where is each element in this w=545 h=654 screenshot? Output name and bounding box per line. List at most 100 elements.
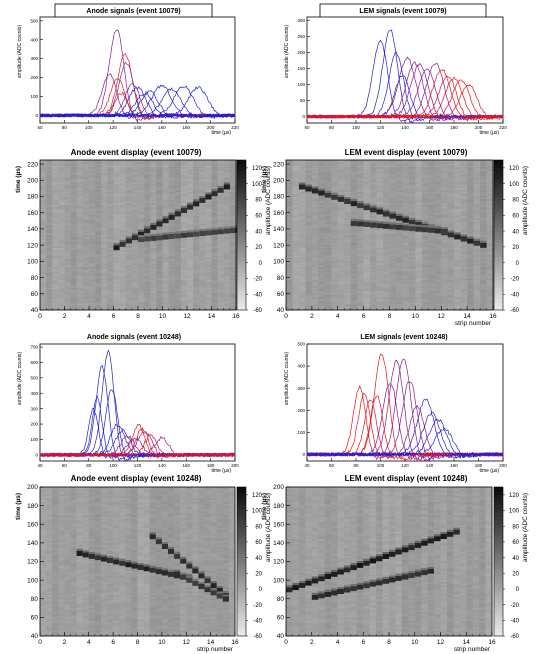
heatmap-cell xyxy=(383,270,390,273)
heatmap-cell xyxy=(395,186,403,189)
heatmap-cell xyxy=(223,278,231,281)
heatmap-cell xyxy=(350,308,358,311)
heatmap-cell xyxy=(174,238,182,241)
heatmap-cell xyxy=(357,266,364,270)
heatmap-cell xyxy=(434,255,442,258)
heatmap-cell xyxy=(447,223,455,226)
heatmap-cell xyxy=(415,160,423,163)
heatmap-cell xyxy=(101,272,108,275)
heatmap-cell xyxy=(113,300,120,303)
heatmap-cell xyxy=(305,235,313,238)
heatmap-cell xyxy=(286,255,293,258)
heatmap-cell xyxy=(180,180,188,183)
heatmap-cell xyxy=(292,199,300,202)
colorbar-step xyxy=(237,231,246,236)
heatmap-cell xyxy=(150,302,157,305)
heatmap-cell xyxy=(40,182,47,185)
heatmap-cell xyxy=(434,280,442,283)
heatmap-cell xyxy=(223,280,231,283)
heatmap-cell xyxy=(337,220,345,223)
heatmap-cell xyxy=(107,163,114,166)
colorbar-tick-label: 0 xyxy=(259,261,263,267)
heatmap-cell xyxy=(138,175,145,178)
heatmap-cell xyxy=(125,293,133,296)
heatmap-cell xyxy=(286,201,293,204)
heatmap-cell xyxy=(89,248,96,251)
heatmap-cell xyxy=(441,173,449,176)
heatmap-cell xyxy=(156,175,163,178)
heatmap-cell xyxy=(58,173,65,176)
heatmap-cell xyxy=(357,212,364,215)
heatmap-cell xyxy=(434,240,442,243)
heatmap-cell xyxy=(324,280,332,283)
heatmap-cell xyxy=(298,263,306,266)
heatmap-cell xyxy=(344,212,351,215)
heatmap-cell xyxy=(70,255,78,258)
heatmap-cell xyxy=(180,266,188,270)
heatmap-cell xyxy=(193,281,200,285)
heatmap-cell xyxy=(229,248,237,251)
heatmap-cell xyxy=(376,216,384,219)
heatmap-cell xyxy=(119,205,127,208)
heatmap-cell xyxy=(337,167,345,170)
heatmap-cell xyxy=(199,278,206,281)
heatmap-cell xyxy=(82,253,90,256)
panel-title: Anode event display (event 10079) xyxy=(71,148,202,157)
heatmap-cell xyxy=(58,214,65,217)
heatmap-cell xyxy=(40,289,47,292)
heatmap-cell xyxy=(82,231,90,234)
heatmap-cell xyxy=(421,268,429,271)
heatmap-cell xyxy=(344,220,351,223)
heatmap-cell xyxy=(82,190,90,193)
heatmap-cell xyxy=(156,268,163,271)
heatmap-cell xyxy=(125,268,133,271)
heatmap-cell xyxy=(76,304,84,307)
heatmap-cell xyxy=(428,160,436,163)
heatmap-cell xyxy=(138,300,145,303)
heatmap-cell xyxy=(156,171,163,174)
heatmap-cell xyxy=(344,244,351,247)
heatmap-cell xyxy=(383,261,390,264)
heatmap-cell xyxy=(199,274,206,277)
y-axis-label: amplitude (ADC counts) xyxy=(17,25,23,78)
heatmap-cell xyxy=(408,265,416,268)
heatmap-cell xyxy=(211,214,218,217)
heatmap-cell xyxy=(229,274,237,277)
heatmap-cell xyxy=(107,293,114,296)
heatmap-cell xyxy=(305,208,313,211)
heatmap-cell xyxy=(82,180,90,183)
heatmap-cell xyxy=(447,289,455,292)
heatmap-cell xyxy=(125,197,133,200)
heatmap-cell xyxy=(125,169,133,172)
heatmap-cell xyxy=(52,255,59,258)
heatmap-cell xyxy=(217,263,225,266)
heatmap-cell xyxy=(229,193,237,196)
heatmap-cell xyxy=(454,225,461,228)
heatmap-cell xyxy=(350,300,358,303)
track-cell xyxy=(199,197,206,203)
heatmap-cell xyxy=(402,165,410,168)
x-tick-label: 14 xyxy=(208,313,216,320)
heatmap-cell xyxy=(89,238,96,241)
heatmap-cell xyxy=(211,167,218,170)
heatmap-cell xyxy=(82,248,90,251)
heatmap-cell xyxy=(46,214,53,217)
heatmap-cell xyxy=(286,250,293,253)
heatmap-cell xyxy=(408,238,416,241)
heatmap-cell xyxy=(428,214,436,217)
heatmap-cell xyxy=(82,255,90,258)
heatmap-cell xyxy=(324,235,332,238)
heatmap-cell xyxy=(211,182,218,185)
heatmap-cell xyxy=(107,287,114,290)
heatmap-cell xyxy=(70,178,78,181)
heatmap-cell xyxy=(40,263,47,266)
heatmap-cell xyxy=(144,161,151,165)
heatmap-cell xyxy=(229,259,237,262)
heatmap-cell xyxy=(138,212,145,215)
heatmap-cell xyxy=(82,176,90,180)
heatmap-cell xyxy=(193,261,200,264)
heatmap-cell xyxy=(344,308,351,311)
heatmap-cell xyxy=(144,193,151,196)
heatmap-cell xyxy=(131,201,139,204)
heatmap-cell xyxy=(156,270,163,273)
